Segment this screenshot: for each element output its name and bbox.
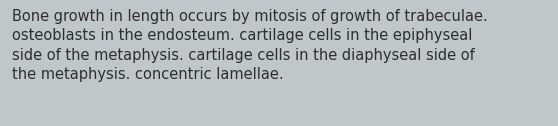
Text: Bone growth in length occurs by mitosis of growth of trabeculae.
osteoblasts in : Bone growth in length occurs by mitosis …: [12, 9, 488, 83]
